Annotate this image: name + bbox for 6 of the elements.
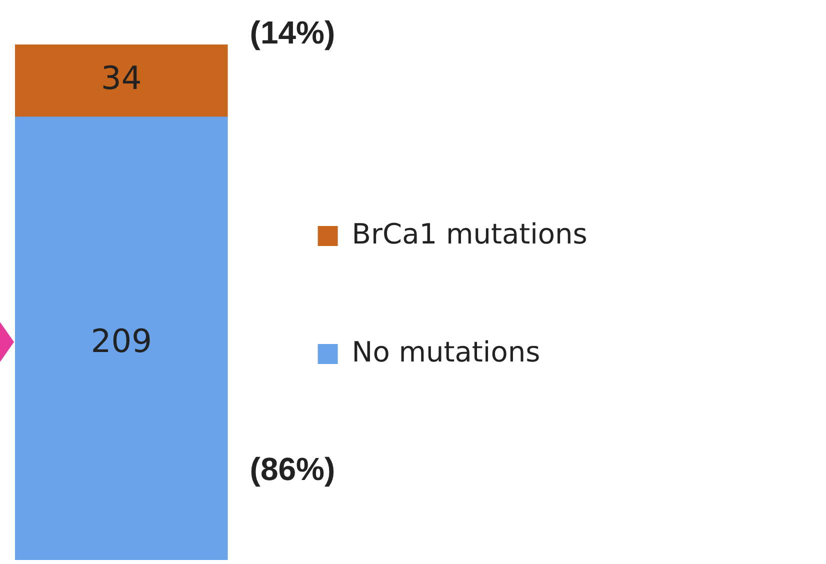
legend-label: BrCa1 mutations xyxy=(352,217,588,250)
data-label: 209 xyxy=(90,322,152,360)
data-label: 34 xyxy=(101,59,142,98)
text: (14%) xyxy=(250,14,336,51)
legend-label: No mutations xyxy=(352,335,540,368)
text: (86%) xyxy=(250,451,336,488)
